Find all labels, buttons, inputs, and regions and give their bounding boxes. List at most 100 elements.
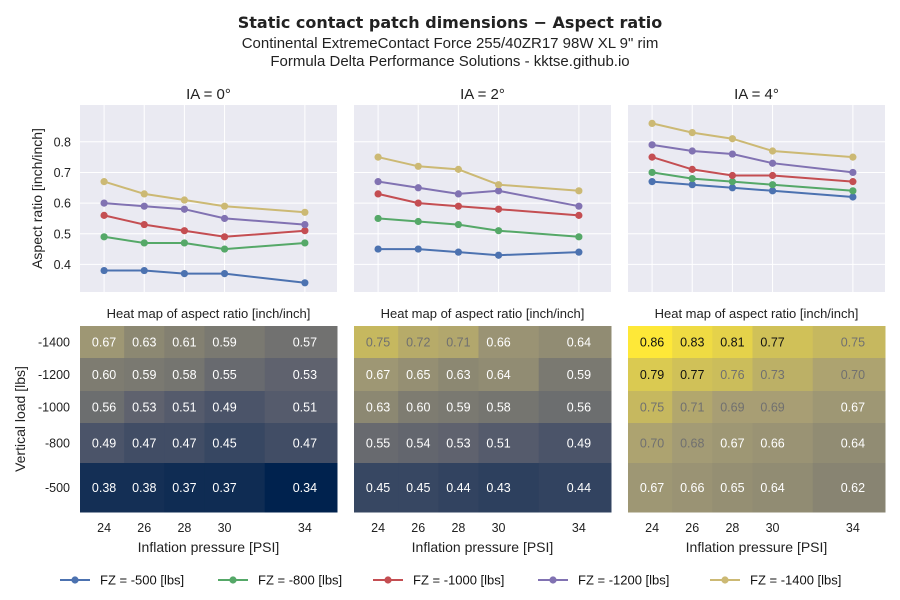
- heatmap-cell-label: 0.47: [293, 437, 317, 451]
- heatmap-cell-label: 0.66: [680, 481, 704, 495]
- data-point: [494, 251, 503, 259]
- heatmap-cell: [812, 463, 886, 513]
- legend-label: FZ = -800 [lbs]: [258, 573, 342, 588]
- heatmap-cell-label: 0.57: [293, 336, 317, 350]
- heatmap-cell-label: 0.58: [172, 368, 196, 382]
- heatmap-cell-label: 0.64: [841, 437, 865, 451]
- heatmap-cell-label: 0.58: [486, 401, 510, 415]
- heatmap-cell: [752, 463, 814, 513]
- heatmap-cell: [628, 423, 673, 464]
- heatmap-cell: [712, 391, 753, 424]
- heatmap-cell-label: 0.67: [841, 401, 865, 415]
- data-point: [688, 128, 696, 137]
- data-point: [180, 196, 189, 204]
- x-tick-label: 34: [846, 521, 860, 535]
- heatmap-cell-label: 0.67: [92, 336, 116, 350]
- heatmap-cell-label: 0.55: [212, 368, 236, 382]
- heatmap-cell: [80, 391, 125, 424]
- heatmap-cell: [164, 423, 205, 464]
- heatmap-cell-label: 0.59: [212, 336, 236, 350]
- heatmap-cell-label: 0.59: [446, 401, 470, 415]
- data-point: [414, 245, 422, 253]
- data-point: [454, 190, 463, 198]
- y-axis-label: Vertical load [lbs]: [12, 366, 28, 472]
- data-point: [220, 245, 229, 253]
- heatmap-cell: [538, 391, 612, 424]
- line-panel-0: IA = 0° 0.4 0.5 0.6 0.7 0.8 Aspect ratio [inch…: [29, 86, 337, 292]
- legend-label: FZ = -1000 [lbs]: [413, 573, 504, 588]
- heatmap-cell: [478, 463, 540, 513]
- heatmap-cell-label: 0.37: [212, 481, 236, 495]
- heatmap-cell-label: 0.66: [486, 336, 510, 350]
- heatmap-cell: [438, 463, 479, 513]
- heatmap-title: Heat map of aspect ratio [inch/inch]: [655, 306, 859, 321]
- y-axis-label: Aspect ratio [inch/inch]: [29, 128, 45, 269]
- heatmap-cell-label: 0.51: [486, 437, 510, 451]
- heatmap-cell-label: 0.49: [212, 401, 236, 415]
- panel-title: IA = 4°: [734, 86, 779, 103]
- legend-swatch-marker: [229, 576, 237, 584]
- data-point: [648, 153, 656, 161]
- y-tick-label: 0.7: [54, 166, 71, 180]
- heatmap-cell-label: 0.71: [446, 336, 470, 350]
- y-tick-label: -1200: [38, 368, 70, 382]
- heatmap-cell-label: 0.53: [293, 368, 317, 382]
- heatmap-title: Heat map of aspect ratio [inch/inch]: [107, 306, 311, 321]
- x-axis-label: Inflation pressure [PSI]: [686, 539, 828, 555]
- heatmap-cell: [672, 326, 713, 359]
- heatmap-cell: [812, 423, 886, 464]
- heatmap-cell-label: 0.69: [760, 401, 784, 415]
- heatmap-cell-label: 0.66: [760, 437, 784, 451]
- heatmap-cell: [672, 463, 713, 513]
- heatmap-cell-label: 0.83: [680, 336, 704, 350]
- heatmap-cell-label: 0.43: [486, 481, 510, 495]
- data-point: [100, 266, 108, 275]
- data-point: [648, 178, 656, 186]
- heatmap-cell: [438, 358, 479, 392]
- heatmap-cell: [354, 358, 399, 392]
- heatmap-cell-label: 0.55: [366, 437, 390, 451]
- heatmap-cell-label: 0.64: [760, 481, 784, 495]
- data-point: [301, 220, 309, 229]
- data-point: [849, 187, 857, 195]
- data-point: [374, 178, 382, 186]
- x-tick-label: 30: [218, 521, 232, 535]
- x-axis-label: Inflation pressure [PSI]: [412, 539, 554, 555]
- heatmap-cell-label: 0.77: [680, 368, 704, 382]
- panel-title: IA = 0°: [186, 86, 231, 103]
- heatmap-cell: [478, 391, 540, 424]
- x-tick-label: 24: [645, 521, 659, 535]
- heatmap-cell: [478, 326, 540, 359]
- heatmap-cell-label: 0.75: [841, 336, 865, 350]
- legend-label: FZ = -1400 [lbs]: [750, 573, 841, 588]
- heatmap-cell-label: 0.49: [92, 437, 116, 451]
- heatmap-cell: [398, 391, 439, 424]
- data-point: [220, 233, 229, 241]
- x-tick-label: 26: [137, 521, 151, 535]
- data-point: [849, 153, 857, 161]
- heatmap-cell-label: 0.72: [406, 336, 430, 350]
- heatmap-cell-label: 0.44: [446, 481, 470, 495]
- heatmap-cell-label: 0.64: [486, 368, 510, 382]
- data-point: [140, 266, 148, 275]
- heatmap-cell-label: 0.70: [640, 437, 664, 451]
- data-point: [220, 202, 229, 210]
- x-tick-label: 34: [298, 521, 312, 535]
- x-axis-label: Inflation pressure [PSI]: [138, 539, 280, 555]
- heatmap-cell-label: 0.38: [132, 481, 156, 495]
- heatmap-cell: [80, 358, 125, 392]
- heatmap-cell-label: 0.70: [841, 368, 865, 382]
- panel-background: [628, 105, 885, 292]
- heatmap-cell-label: 0.45: [366, 481, 390, 495]
- heatmap-cell-label: 0.44: [567, 481, 591, 495]
- y-tick-label: -1000: [38, 401, 70, 415]
- x-tick-label: 26: [685, 521, 699, 535]
- line-panel-2: IA = 4°: [628, 86, 885, 292]
- heatmap-cell-label: 0.77: [760, 336, 784, 350]
- data-point: [494, 227, 503, 235]
- heatmap-cell: [124, 463, 165, 513]
- heatmap-cell-label: 0.73: [760, 368, 784, 382]
- heatmap-cell-label: 0.53: [132, 401, 156, 415]
- legend-label: FZ = -500 [lbs]: [100, 573, 184, 588]
